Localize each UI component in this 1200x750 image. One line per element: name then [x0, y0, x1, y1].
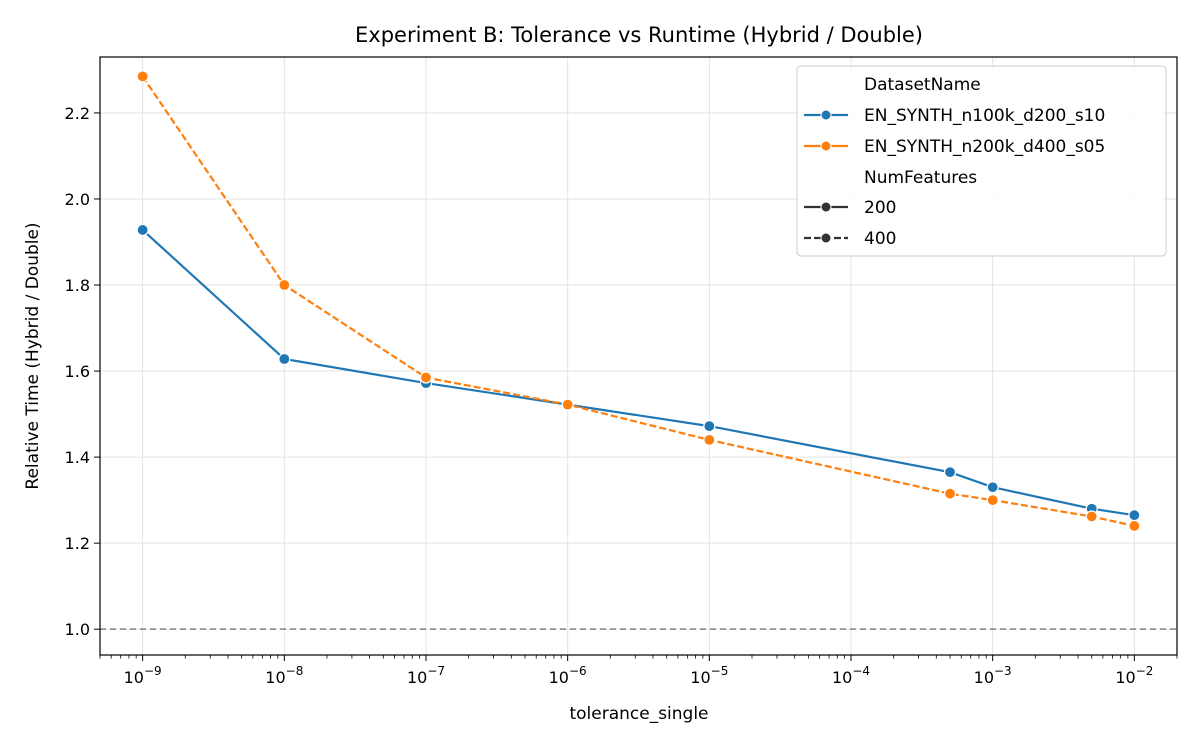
x-tick-label-base: 10	[974, 668, 994, 687]
x-tick-label: 10−3	[974, 664, 1012, 687]
y-tick-label: 2.2	[65, 104, 90, 123]
y-tick-label: 1.0	[65, 620, 90, 639]
legend-entry-style-400: 400	[864, 229, 896, 249]
series-0-point	[278, 352, 291, 366]
x-axis-ticks: 10−9 10−8 10−7 10−6 10−5 10−4 10−3 10−2	[99, 655, 1178, 687]
series-line-0	[141, 229, 1135, 517]
x-tick-label: 10−2	[1115, 664, 1153, 687]
x-tick-label: 10−4	[832, 664, 870, 687]
x-tick-label-exponent: −2	[1136, 664, 1154, 678]
legend: DatasetName EN_SYNTH_n100k_d200_s10 EN_S…	[796, 65, 1167, 257]
series-1-point	[1128, 519, 1141, 533]
x-tick-label: 10−9	[124, 664, 162, 687]
x-tick-label: 10−7	[407, 664, 445, 687]
x-tick-label-base: 10	[832, 668, 852, 687]
legend-entry-style-200: 200	[864, 198, 896, 218]
series-1-point	[136, 70, 149, 83]
legend-box	[796, 65, 1167, 257]
x-tick-label-exponent: −7	[427, 664, 445, 678]
y-tick-label: 1.4	[65, 448, 90, 467]
x-tick-label-base: 10	[407, 668, 427, 687]
x-tick-label-base: 10	[124, 668, 144, 687]
series-0-point	[703, 420, 716, 433]
y-tick-label: 1.6	[65, 362, 90, 381]
x-tick-label-base: 10	[549, 668, 569, 687]
y-tick-label: 1.8	[65, 276, 90, 295]
plot-area-frame	[99, 56, 1178, 656]
x-tick-label-exponent: −4	[852, 664, 870, 678]
x-tick-label: 10−6	[549, 664, 587, 687]
x-axis-label: tolerance_single	[569, 704, 708, 724]
x-tick-label-base: 10	[690, 668, 710, 687]
series-0-point	[986, 481, 999, 494]
series-layer	[136, 70, 1141, 533]
series-1-point	[986, 494, 999, 507]
x-tick-label-exponent: −3	[994, 664, 1012, 678]
legend-swatch-marker-style-400	[820, 232, 832, 244]
legend-entry-series-0: EN_SYNTH_n100k_d200_s10	[864, 106, 1105, 126]
series-0-point	[943, 466, 957, 479]
x-tick-label-exponent: −6	[569, 664, 587, 678]
x-tick-label: 10−5	[690, 664, 728, 687]
x-tick-label-exponent: −9	[144, 664, 162, 678]
legend-swatch-marker-style-200	[820, 201, 832, 213]
series-1-point	[278, 278, 291, 292]
chart-title: Experiment B: Tolerance vs Runtime (Hybr…	[355, 23, 923, 47]
series-0-point	[136, 223, 149, 237]
y-axis-ticks: 1.0 1.2 1.4 1.6 1.8 2.0 2.2	[65, 104, 100, 639]
legend-swatch-marker-series-0	[820, 109, 832, 121]
y-axis-label: Relative Time (Hybrid / Double)	[23, 222, 43, 489]
series-0-point	[1128, 509, 1141, 522]
legend-entry-series-1: EN_SYNTH_n200k_d400_s05	[864, 137, 1105, 157]
legend-hue-title: DatasetName	[864, 75, 981, 95]
series-1-point	[419, 371, 433, 384]
x-tick-label-base: 10	[1115, 668, 1135, 687]
y-tick-label: 2.0	[65, 190, 90, 209]
series-1-point	[943, 487, 957, 500]
y-tick-label: 1.2	[65, 534, 90, 553]
x-tick-label: 10−8	[265, 664, 303, 687]
series-1-point	[561, 398, 574, 411]
x-tick-label-exponent: −8	[286, 664, 304, 678]
legend-style-title: NumFeatures	[864, 168, 977, 188]
x-tick-label-exponent: −5	[711, 664, 729, 678]
x-tick-label-base: 10	[265, 668, 285, 687]
series-1-point	[1085, 510, 1098, 523]
series-1-point	[703, 433, 716, 446]
legend-swatch-marker-series-1	[820, 140, 832, 152]
